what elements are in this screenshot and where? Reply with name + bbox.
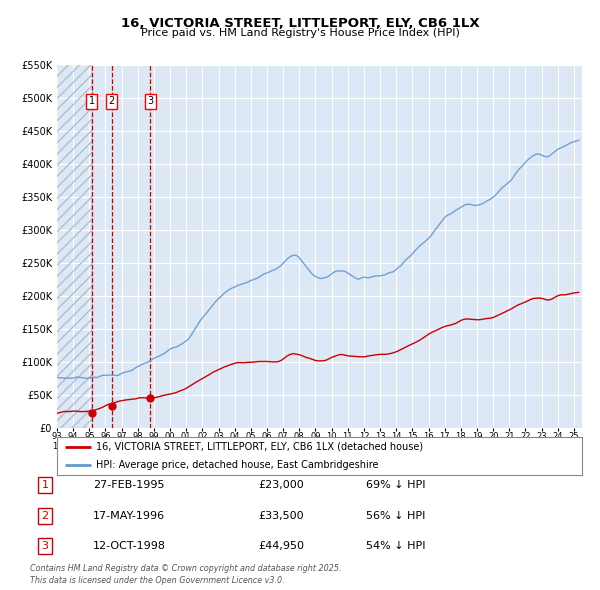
Text: 54% ↓ HPI: 54% ↓ HPI: [366, 542, 425, 551]
Text: 1: 1: [41, 480, 49, 490]
Text: 2: 2: [41, 511, 49, 520]
Text: 56% ↓ HPI: 56% ↓ HPI: [366, 511, 425, 520]
Text: HPI: Average price, detached house, East Cambridgeshire: HPI: Average price, detached house, East…: [97, 460, 379, 470]
Text: 12-OCT-1998: 12-OCT-1998: [93, 542, 166, 551]
Text: 16, VICTORIA STREET, LITTLEPORT, ELY, CB6 1LX: 16, VICTORIA STREET, LITTLEPORT, ELY, CB…: [121, 17, 479, 30]
Text: 2: 2: [109, 96, 115, 106]
Text: 3: 3: [41, 542, 49, 551]
Text: 3: 3: [148, 96, 154, 106]
Text: 69% ↓ HPI: 69% ↓ HPI: [366, 480, 425, 490]
Text: £23,000: £23,000: [258, 480, 304, 490]
Text: £44,950: £44,950: [258, 542, 304, 551]
Text: Price paid vs. HM Land Registry's House Price Index (HPI): Price paid vs. HM Land Registry's House …: [140, 28, 460, 38]
Text: 16, VICTORIA STREET, LITTLEPORT, ELY, CB6 1LX (detached house): 16, VICTORIA STREET, LITTLEPORT, ELY, CB…: [97, 442, 424, 452]
Text: 17-MAY-1996: 17-MAY-1996: [93, 511, 165, 520]
Text: £33,500: £33,500: [258, 511, 304, 520]
Text: 1: 1: [89, 96, 95, 106]
Text: Contains HM Land Registry data © Crown copyright and database right 2025.
This d: Contains HM Land Registry data © Crown c…: [30, 565, 341, 585]
Text: 27-FEB-1995: 27-FEB-1995: [93, 480, 164, 490]
